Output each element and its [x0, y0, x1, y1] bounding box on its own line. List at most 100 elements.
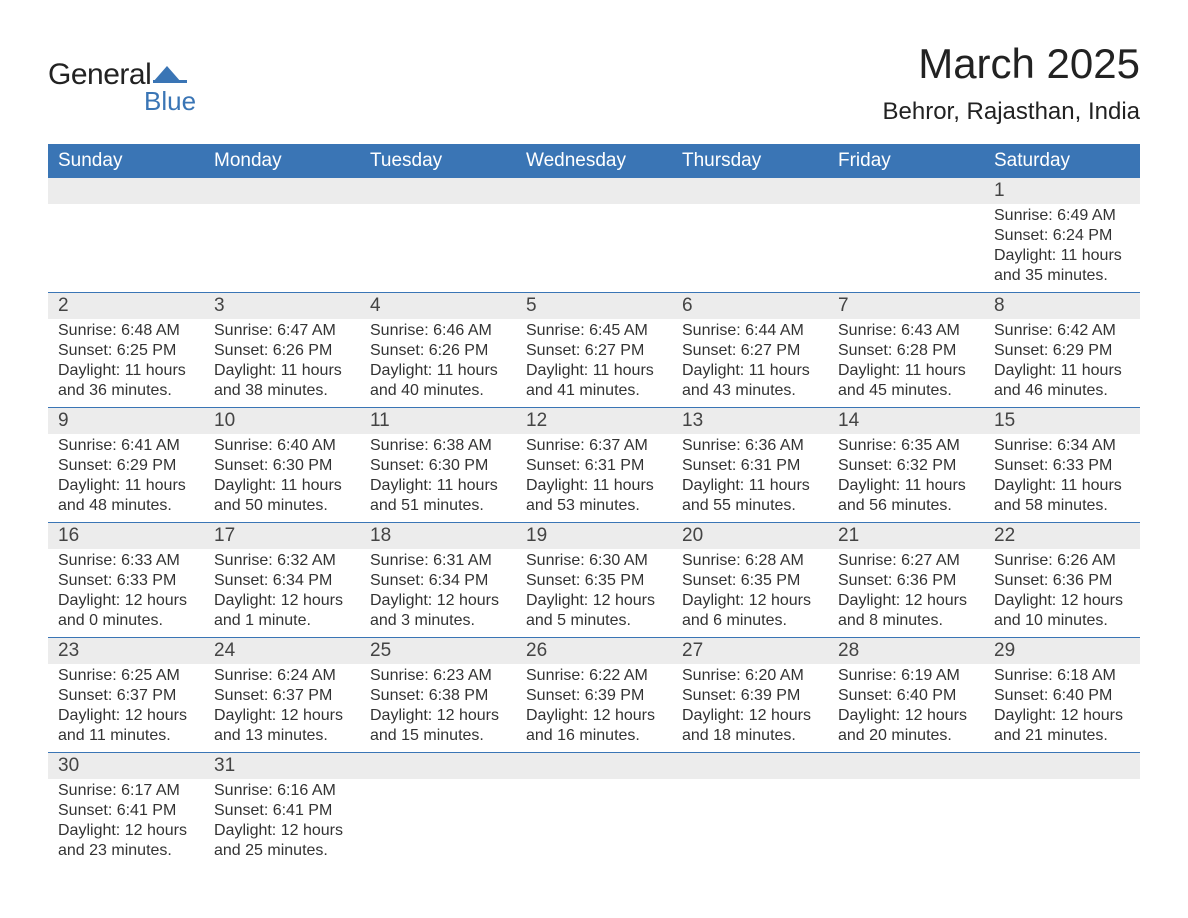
sunset-line: Sunset: 6:37 PM — [58, 686, 194, 706]
day-cell-number: 29 — [984, 638, 1140, 665]
daylight-line: Daylight: 11 hours and 55 minutes. — [682, 476, 818, 516]
day-cell-body: Sunrise: 6:31 AMSunset: 6:34 PMDaylight:… — [360, 549, 516, 638]
day-cell-number: 11 — [360, 408, 516, 435]
day-body — [516, 779, 672, 787]
daylight-line: Daylight: 11 hours and 56 minutes. — [838, 476, 974, 516]
day-number: 14 — [828, 408, 984, 434]
sunrise-line: Sunrise: 6:18 AM — [994, 666, 1130, 686]
sunset-line: Sunset: 6:30 PM — [370, 456, 506, 476]
sunrise-line: Sunrise: 6:23 AM — [370, 666, 506, 686]
daylight-line: Daylight: 11 hours and 53 minutes. — [526, 476, 662, 516]
day-number: 26 — [516, 638, 672, 664]
day-number — [672, 178, 828, 202]
day-number: 5 — [516, 293, 672, 319]
day-body: Sunrise: 6:31 AMSunset: 6:34 PMDaylight:… — [360, 549, 516, 637]
sunrise-line: Sunrise: 6:31 AM — [370, 551, 506, 571]
day-body: Sunrise: 6:35 AMSunset: 6:32 PMDaylight:… — [828, 434, 984, 522]
col-thursday: Thursday — [672, 144, 828, 178]
day-cell-number: 24 — [204, 638, 360, 665]
week-daynum-row: 16171819202122 — [48, 523, 1140, 550]
day-cell-number — [360, 178, 516, 204]
sunset-line: Sunset: 6:26 PM — [214, 341, 350, 361]
sunset-line: Sunset: 6:41 PM — [214, 801, 350, 821]
day-cell-body: Sunrise: 6:23 AMSunset: 6:38 PMDaylight:… — [360, 664, 516, 753]
daylight-line: Daylight: 12 hours and 15 minutes. — [370, 706, 506, 746]
sunrise-line: Sunrise: 6:16 AM — [214, 781, 350, 801]
day-body — [204, 204, 360, 212]
sunrise-line: Sunrise: 6:17 AM — [58, 781, 194, 801]
sunrise-line: Sunrise: 6:48 AM — [58, 321, 194, 341]
day-cell-number — [204, 178, 360, 204]
sunrise-line: Sunrise: 6:26 AM — [994, 551, 1130, 571]
sunrise-line: Sunrise: 6:40 AM — [214, 436, 350, 456]
sunrise-line: Sunrise: 6:20 AM — [682, 666, 818, 686]
day-cell-body: Sunrise: 6:17 AMSunset: 6:41 PMDaylight:… — [48, 779, 204, 867]
day-body: Sunrise: 6:20 AMSunset: 6:39 PMDaylight:… — [672, 664, 828, 752]
day-cell-number: 6 — [672, 293, 828, 320]
sunrise-line: Sunrise: 6:37 AM — [526, 436, 662, 456]
week-body-row: Sunrise: 6:48 AMSunset: 6:25 PMDaylight:… — [48, 319, 1140, 408]
day-number: 11 — [360, 408, 516, 434]
day-cell-body — [828, 779, 984, 867]
week-body-row: Sunrise: 6:33 AMSunset: 6:33 PMDaylight:… — [48, 549, 1140, 638]
sunrise-line: Sunrise: 6:38 AM — [370, 436, 506, 456]
day-body: Sunrise: 6:18 AMSunset: 6:40 PMDaylight:… — [984, 664, 1140, 752]
day-body — [984, 779, 1140, 787]
sunset-line: Sunset: 6:36 PM — [838, 571, 974, 591]
sunrise-line: Sunrise: 6:35 AM — [838, 436, 974, 456]
page-title: March 2025 — [883, 40, 1141, 88]
col-monday: Monday — [204, 144, 360, 178]
day-number: 18 — [360, 523, 516, 549]
sunrise-line: Sunrise: 6:33 AM — [58, 551, 194, 571]
title-block: March 2025 Behror, Rajasthan, India — [883, 40, 1141, 126]
day-cell-body: Sunrise: 6:44 AMSunset: 6:27 PMDaylight:… — [672, 319, 828, 408]
logo-flag-icon — [153, 62, 187, 84]
day-body: Sunrise: 6:17 AMSunset: 6:41 PMDaylight:… — [48, 779, 204, 867]
day-cell-number — [672, 753, 828, 780]
day-body: Sunrise: 6:41 AMSunset: 6:29 PMDaylight:… — [48, 434, 204, 522]
day-cell-body: Sunrise: 6:46 AMSunset: 6:26 PMDaylight:… — [360, 319, 516, 408]
day-number: 3 — [204, 293, 360, 319]
day-cell-number: 10 — [204, 408, 360, 435]
day-cell-body — [516, 204, 672, 293]
sunset-line: Sunset: 6:26 PM — [370, 341, 506, 361]
day-number: 4 — [360, 293, 516, 319]
day-number: 7 — [828, 293, 984, 319]
logo-word-2: Blue — [144, 86, 196, 117]
sunset-line: Sunset: 6:41 PM — [58, 801, 194, 821]
day-number: 12 — [516, 408, 672, 434]
logo-word-1: General — [48, 58, 151, 92]
daylight-line: Daylight: 11 hours and 46 minutes. — [994, 361, 1130, 401]
day-cell-body: Sunrise: 6:42 AMSunset: 6:29 PMDaylight:… — [984, 319, 1140, 408]
day-body: Sunrise: 6:44 AMSunset: 6:27 PMDaylight:… — [672, 319, 828, 407]
week-daynum-row: 2345678 — [48, 293, 1140, 320]
day-cell-number: 5 — [516, 293, 672, 320]
sunset-line: Sunset: 6:27 PM — [682, 341, 818, 361]
sunrise-line: Sunrise: 6:45 AM — [526, 321, 662, 341]
day-cell-number — [516, 178, 672, 204]
day-cell-number: 14 — [828, 408, 984, 435]
sunset-line: Sunset: 6:27 PM — [526, 341, 662, 361]
day-cell-body: Sunrise: 6:30 AMSunset: 6:35 PMDaylight:… — [516, 549, 672, 638]
day-cell-number: 15 — [984, 408, 1140, 435]
daylight-line: Daylight: 11 hours and 43 minutes. — [682, 361, 818, 401]
day-cell-number — [828, 753, 984, 780]
sunset-line: Sunset: 6:40 PM — [994, 686, 1130, 706]
day-body: Sunrise: 6:16 AMSunset: 6:41 PMDaylight:… — [204, 779, 360, 867]
day-cell-body: Sunrise: 6:20 AMSunset: 6:39 PMDaylight:… — [672, 664, 828, 753]
day-cell-number: 7 — [828, 293, 984, 320]
sunset-line: Sunset: 6:24 PM — [994, 226, 1130, 246]
daylight-line: Daylight: 11 hours and 50 minutes. — [214, 476, 350, 516]
sunrise-line: Sunrise: 6:24 AM — [214, 666, 350, 686]
day-body: Sunrise: 6:45 AMSunset: 6:27 PMDaylight:… — [516, 319, 672, 407]
day-cell-body: Sunrise: 6:36 AMSunset: 6:31 PMDaylight:… — [672, 434, 828, 523]
day-body: Sunrise: 6:37 AMSunset: 6:31 PMDaylight:… — [516, 434, 672, 522]
day-cell-body: Sunrise: 6:25 AMSunset: 6:37 PMDaylight:… — [48, 664, 204, 753]
day-number: 21 — [828, 523, 984, 549]
day-number: 17 — [204, 523, 360, 549]
day-cell-body — [48, 204, 204, 293]
day-cell-number: 3 — [204, 293, 360, 320]
daylight-line: Daylight: 12 hours and 10 minutes. — [994, 591, 1130, 631]
day-number: 6 — [672, 293, 828, 319]
sunrise-line: Sunrise: 6:30 AM — [526, 551, 662, 571]
